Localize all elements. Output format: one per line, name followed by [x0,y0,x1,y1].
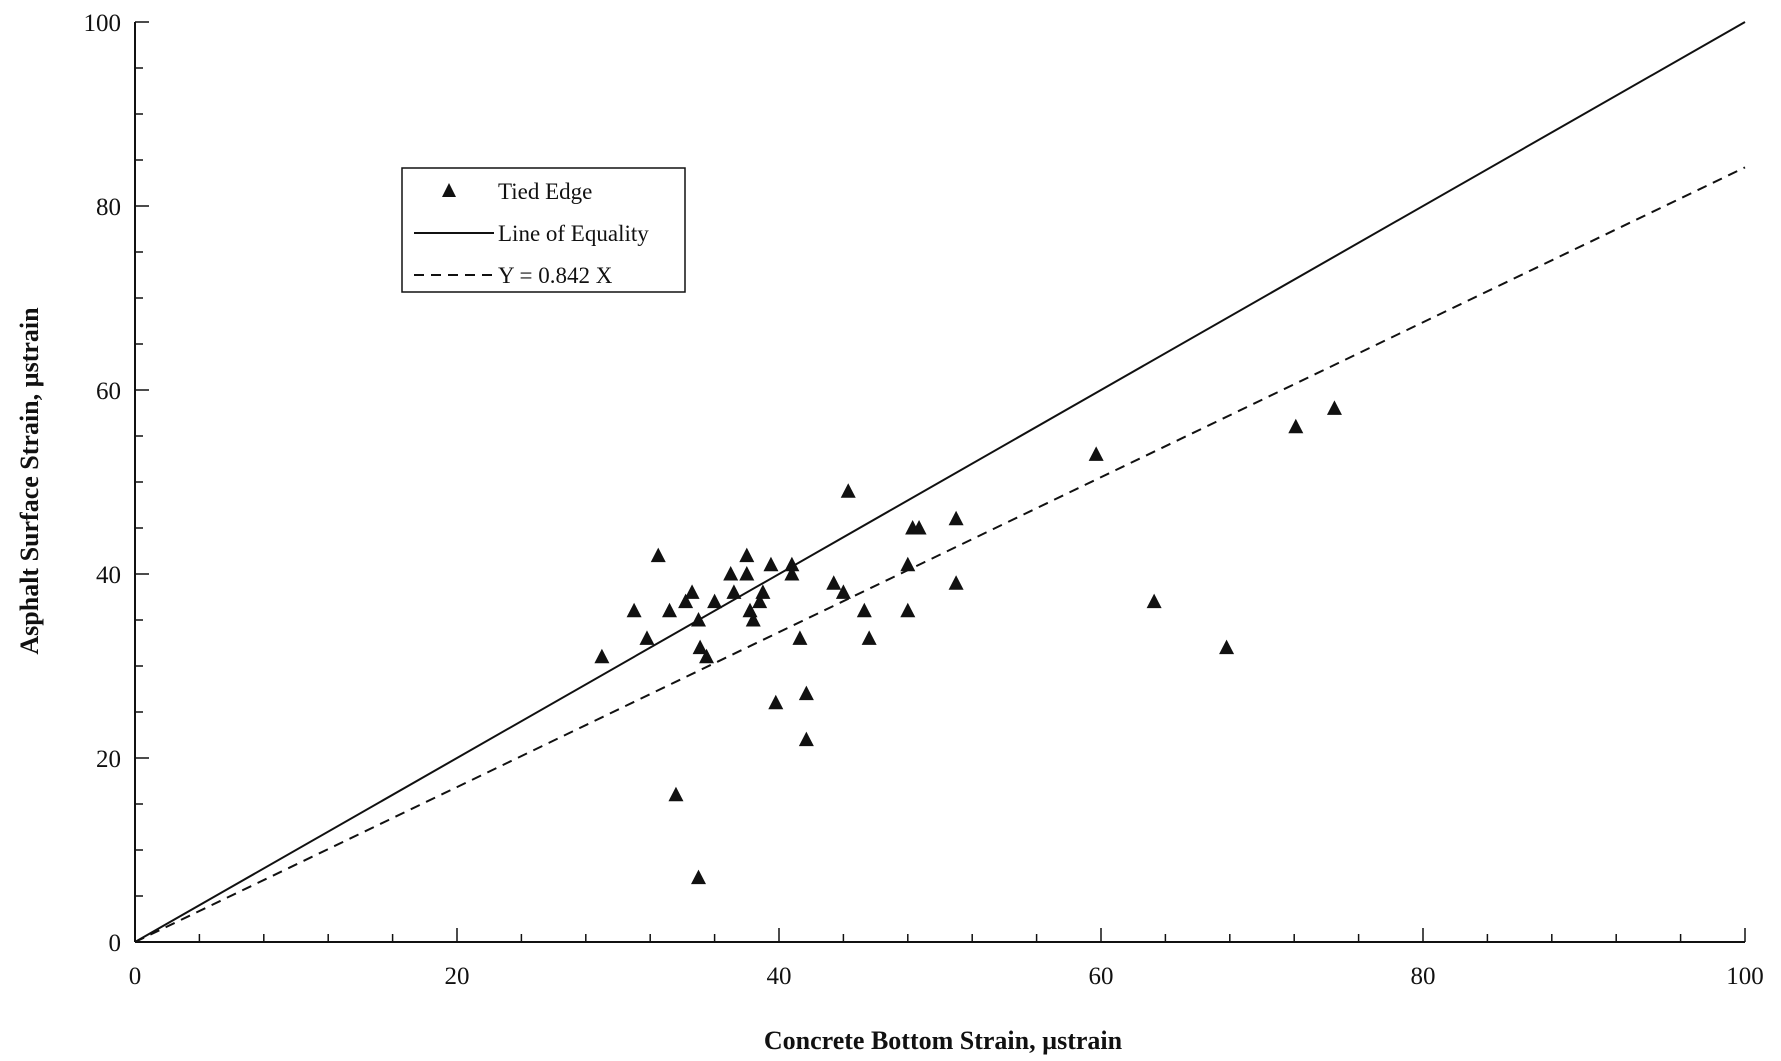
y-tick-label: 40 [96,562,121,589]
data-point [691,869,706,885]
y-tick-label: 20 [96,746,121,773]
legend: Tied Edge Line of Equality Y = 0.842 X [401,167,686,293]
data-point [723,566,739,581]
data-point [678,593,694,609]
x-tick-label: 0 [129,963,142,990]
data-point [948,575,964,590]
equality-line [134,21,1746,943]
data-point [900,602,916,618]
data-point [792,630,808,645]
data-point [784,566,800,581]
data-point [763,556,779,572]
legend-label-fit-line: Y = 0.842 X [498,263,613,288]
data-point [745,612,761,627]
data-point [699,648,715,664]
data-point [948,510,964,526]
data-point [707,593,723,609]
x-tick-label: 60 [1089,963,1114,990]
data-point [798,685,814,701]
data-point [784,556,800,572]
data-point [684,584,700,599]
y-tick-label: 80 [96,194,121,221]
data-point [1288,418,1304,434]
data-point [1326,400,1342,415]
data-point [662,602,678,618]
data-point [911,520,927,535]
data-point [1088,446,1104,461]
x-tick-label: 100 [1726,963,1764,990]
data-point [692,639,708,655]
data-point [826,575,842,590]
data-point [726,584,742,599]
data-point [840,483,856,498]
y-tick-label: 0 [109,930,122,957]
data-point [856,602,872,618]
x-tick-label: 80 [1411,963,1436,990]
data-point [861,630,877,645]
data-point [668,786,684,802]
x-tick-label: 40 [767,963,792,990]
data-point [739,566,755,581]
data-point [752,593,768,609]
data-point [1219,639,1235,655]
data-point [739,547,755,563]
y-axis-title: Asphalt Surface Strain, µstrain [15,307,44,655]
data-points [594,400,1342,885]
fit-line [134,166,1746,943]
x-axis-title: Concrete Bottom Strain, µstrain [764,1026,1123,1055]
series-lines [134,21,1746,943]
data-point [900,556,916,572]
data-point [835,584,851,599]
data-point [639,630,655,645]
y-tick-label: 60 [96,378,121,405]
data-point [650,547,666,563]
legend-label-line-of-equality: Line of Equality [498,221,649,246]
data-point [594,648,610,664]
data-point [1146,593,1162,609]
legend-label-tied-edge: Tied Edge [498,179,592,204]
x-tick-label: 20 [445,963,470,990]
data-point [755,584,771,599]
y-tick-label: 100 [84,10,122,37]
data-point [691,612,706,627]
axes: 0 20 40 60 80 100 0 20 40 60 80 100 [84,10,1764,990]
data-point [768,694,784,710]
data-point [798,731,814,747]
legend-triangle-marker-icon [442,183,456,197]
data-point [626,602,642,618]
